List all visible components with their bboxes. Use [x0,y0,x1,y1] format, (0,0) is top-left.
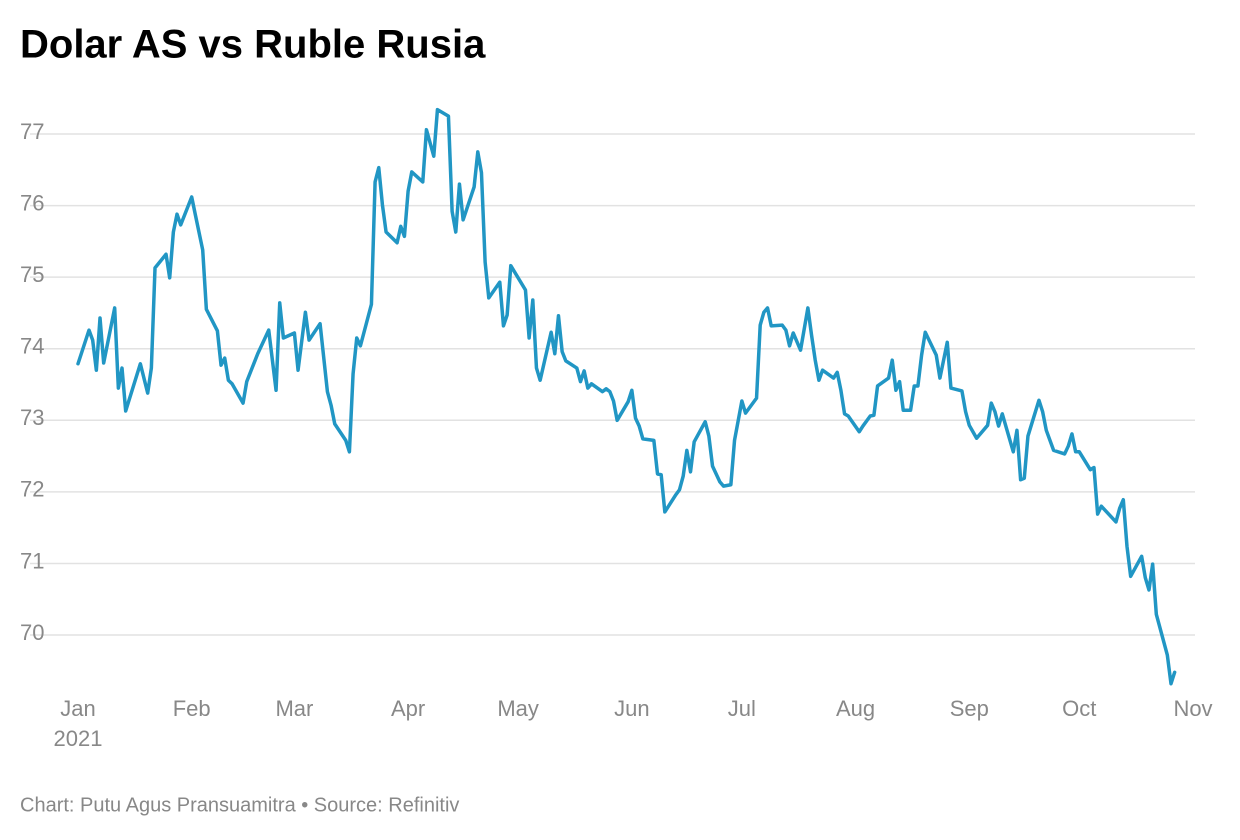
x-tick-label: Aug [836,696,875,721]
y-tick-label: 73 [20,405,44,430]
x-tick-label: Jun [614,696,649,721]
y-tick-label: 75 [20,262,44,287]
y-tick-label: 70 [20,620,44,645]
x-tick-label: Mar [275,696,313,721]
x-tick-label: Apr [391,696,425,721]
chart-title: Dolar AS vs Ruble Rusia [20,23,486,67]
x-tick-label: May [497,696,539,721]
x-year-label: 2021 [54,726,103,751]
x-tick-label: Jan [60,696,95,721]
y-tick-label: 74 [20,334,44,359]
x-tick-label: Nov [1173,696,1212,721]
y-tick-label: 77 [20,119,44,144]
line-series [76,107,1177,686]
y-tick-label: 72 [20,477,44,502]
x-tick-label: Jul [728,696,756,721]
caption: Chart: Putu Agus Pransuamitra • Source: … [20,794,459,816]
x-tick-label: Oct [1062,696,1096,721]
x-tick-label: Feb [173,696,211,721]
y-tick-label: 71 [20,548,44,573]
x-tick-label: Sep [950,696,989,721]
y-tick-label: 76 [20,190,44,215]
